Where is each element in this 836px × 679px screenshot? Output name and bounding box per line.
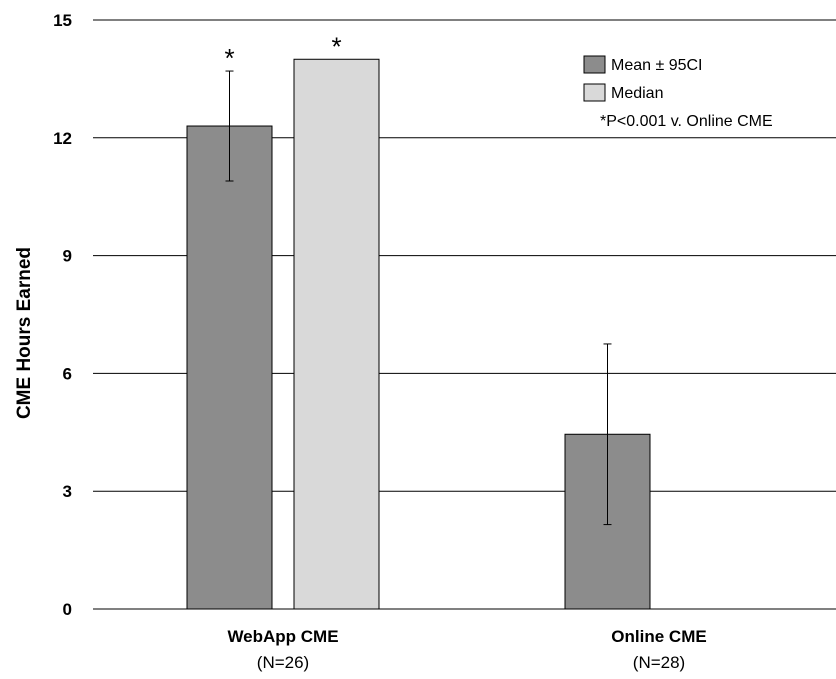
legend-label-median: Median [611, 85, 663, 102]
significance-mark: * [331, 31, 341, 61]
error-bars [225, 70, 612, 526]
legend-swatch-median [583, 83, 606, 102]
bar-webapp-mean [186, 125, 273, 610]
y-tick-label-6: 6 [63, 364, 72, 383]
category-labels: * * WebApp CME (N=26) Online CME (N=28) [224, 31, 706, 672]
category-sublabel-1: (N=28) [633, 653, 685, 672]
y-tick-label-9: 9 [63, 247, 72, 266]
significance-footnote: *P<0.001 v. Online CME [600, 113, 773, 130]
y-tick-label-12: 12 [53, 129, 72, 148]
category-label-0: WebApp CME [227, 627, 338, 646]
bars [186, 58, 651, 610]
category-label-1: Online CME [611, 627, 706, 646]
y-axis: 0 3 6 9 12 15 [53, 11, 72, 619]
legend-label-mean: Mean ± 95CI [611, 57, 703, 74]
bar-webapp-median [293, 58, 380, 610]
y-tick-label-15: 15 [53, 11, 72, 30]
legend-swatch-mean [583, 55, 606, 74]
y-tick-label-3: 3 [63, 482, 72, 501]
category-sublabel-0: (N=26) [257, 653, 309, 672]
y-tick-label-0: 0 [63, 600, 72, 619]
significance-mark: * [224, 43, 234, 73]
legend: Mean ± 95CI Median *P<0.001 v. Online CM… [583, 55, 773, 130]
y-axis-title: CME Hours Earned [14, 247, 35, 419]
